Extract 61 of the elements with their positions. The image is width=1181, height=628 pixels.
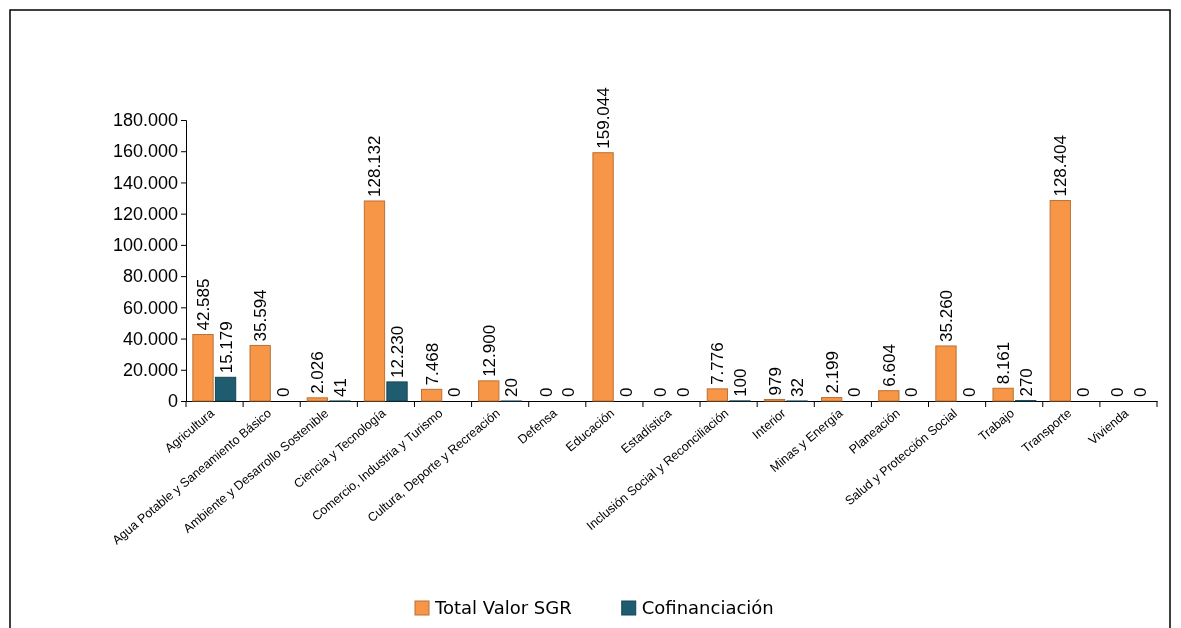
data-label: 8.161 [994,341,1014,385]
data-label: 0 [536,387,556,397]
data-label: 0 [902,387,922,397]
data-label: 41 [330,378,350,397]
y-tick-label: 160.000 [112,141,178,162]
data-label: 42.585 [194,278,214,331]
data-label: 2.199 [822,351,842,394]
y-tick-label: 20.000 [122,360,178,381]
y-tick-label: 100.000 [112,235,178,256]
bar [992,387,1014,402]
data-label: 35.260 [936,289,956,342]
data-label: 0 [559,387,579,397]
bar [935,345,957,402]
bar [478,380,500,402]
y-tick-label: 140.000 [112,172,178,193]
data-label: 0 [673,387,693,397]
data-label: 15.179 [216,321,236,374]
data-label: 0 [1108,387,1128,397]
data-label: 0 [651,387,671,397]
data-label: 0 [959,387,979,397]
y-tick-label: 180.000 [112,110,178,131]
data-label: 0 [616,387,636,397]
bar [386,381,408,402]
data-label: 100 [730,368,750,397]
data-label: 0 [1130,387,1150,397]
bar [592,152,614,402]
data-label: 0 [1073,387,1093,397]
bar [821,397,843,402]
data-label: 35.594 [251,289,271,342]
bar [306,397,328,402]
bar [1049,200,1071,402]
data-label: 128.132 [365,135,385,197]
data-label: 270 [1016,368,1036,397]
data-label: 0 [273,387,293,397]
bar [706,388,729,402]
bar [878,390,900,402]
bar [363,200,386,402]
legend-label: Total Valor SGR [434,597,572,618]
data-label: 7.776 [708,342,728,385]
bar [214,376,237,402]
data-label: 979 [765,367,785,396]
data-label: 128.404 [1051,135,1071,197]
data-label: 0 [845,387,865,397]
data-label: 20 [502,378,522,397]
y-tick-label: 40.000 [122,328,178,349]
bar [192,334,214,402]
y-tick-label: 80.000 [122,266,178,287]
y-tick-label: 0 [167,391,178,412]
y-tick-label: 120.000 [112,203,178,224]
data-label: 12.900 [479,324,499,377]
data-label: 159.044 [594,87,614,149]
data-label: 2.026 [308,351,328,394]
data-label: 32 [788,378,808,397]
legend-label: Cofinanciación [641,597,774,618]
data-label: 0 [445,387,465,397]
bar [420,388,443,402]
bar [249,344,271,402]
data-label: 7.468 [422,342,442,386]
data-label: 6.604 [879,344,899,387]
y-tick-label: 60.000 [122,297,178,318]
data-label: 12.230 [388,325,408,378]
